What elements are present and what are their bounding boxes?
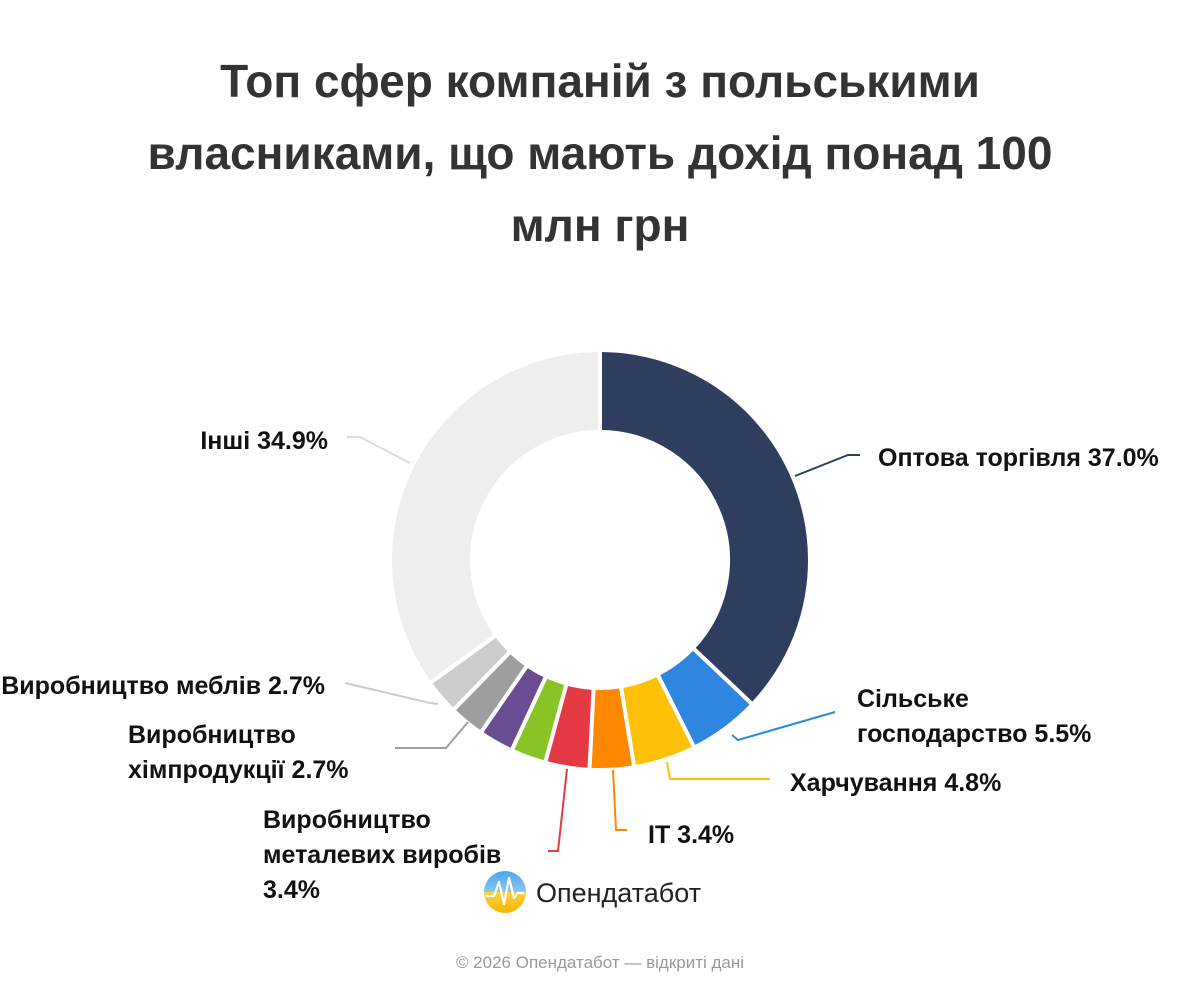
slice-label-line: Інші 34.9% bbox=[200, 427, 328, 455]
donut-slice bbox=[598, 348, 812, 707]
slice-label-line: Сільське bbox=[857, 685, 969, 713]
slice-label: Виробництво меблів 2.7% bbox=[1, 672, 325, 700]
slice-label: IT 3.4% bbox=[648, 821, 734, 849]
leader-line bbox=[548, 768, 568, 852]
slice-label-line: хімпродукції 2.7% bbox=[128, 756, 349, 784]
leader-line bbox=[731, 711, 836, 742]
slice-label: Виробництво металевих виробів 3.4% bbox=[263, 806, 501, 904]
leader-line bbox=[395, 721, 469, 749]
slice-label-line: Виробництво bbox=[263, 806, 431, 834]
slice-label: Інші 34.9% bbox=[200, 427, 328, 455]
slice-label: Харчування 4.8% bbox=[790, 769, 1001, 797]
leader-line bbox=[347, 436, 411, 464]
slice-label: Оптова торгівля 37.0% bbox=[878, 444, 1159, 472]
opendatabot-logo-icon bbox=[484, 871, 526, 913]
logo-name: Опендатабот bbox=[536, 878, 701, 908]
slice-label-line: Харчування 4.8% bbox=[790, 769, 1001, 797]
donut-slice bbox=[388, 348, 602, 686]
leader-line bbox=[344, 682, 439, 705]
slice-label-line: Оптова торгівля 37.0% bbox=[878, 444, 1159, 472]
chart-title: Топ сфер компаній з польськими власникам… bbox=[147, 55, 1053, 251]
slice-label-line: Виробництво bbox=[128, 721, 296, 749]
slice-label-line: господарство 5.5% bbox=[857, 720, 1091, 748]
slice-label-line: 3.4% bbox=[263, 876, 320, 904]
leader-line bbox=[666, 761, 770, 780]
slice-label-line: Виробництво меблів 2.7% bbox=[1, 672, 325, 700]
slice-label-line: металевих виробів bbox=[263, 841, 501, 869]
opendatabot-logo: Опендатабот bbox=[484, 871, 701, 913]
slice-label: Сільське господарство 5.5% bbox=[857, 685, 1091, 748]
logo-pulse bbox=[486, 876, 524, 906]
leader-line bbox=[794, 454, 860, 477]
leader-line bbox=[612, 769, 627, 831]
slice-label: Виробництво хімпродукції 2.7% bbox=[128, 721, 349, 784]
slice-label-line: IT 3.4% bbox=[648, 821, 734, 849]
footer-copyright: © 2026 Опендатабот — відкриті дані bbox=[455, 953, 745, 972]
